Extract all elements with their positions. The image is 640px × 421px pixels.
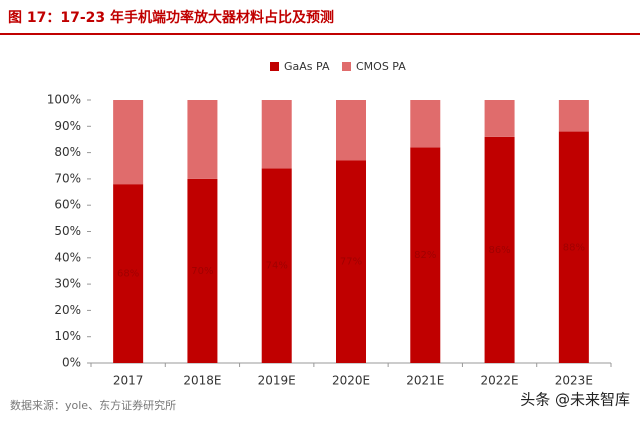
y-tick-label: 70% (54, 171, 81, 185)
bar-segment (113, 184, 144, 363)
bar-segment (484, 136, 515, 363)
data-label: 82% (414, 250, 436, 261)
source-note: 数据来源：yole、东方证券研究所 (10, 398, 176, 412)
y-tick-label: 20% (54, 303, 81, 317)
y-tick-label: 10% (54, 329, 81, 343)
data-label: 74% (266, 261, 288, 272)
y-tick-label: 100% (47, 93, 81, 107)
watermark: 头条 @未来智库 (520, 391, 630, 409)
bar-segment (410, 147, 441, 363)
y-tick-label: 0% (62, 356, 81, 370)
y-tick-label: 80% (54, 145, 81, 159)
y-tick-label: 30% (54, 277, 81, 291)
bar-segment (558, 131, 589, 363)
bar-segment (558, 100, 589, 132)
x-tick-label: 2022E (481, 374, 519, 388)
bar-segment (336, 100, 366, 161)
x-tick-label: 2023E (555, 374, 593, 388)
bar-segment (261, 100, 292, 169)
x-tick-label: 2020E (332, 374, 370, 388)
bar-segment (410, 100, 441, 148)
chart-title: 图 17：17-23 年手机端功率放大器材料占比及预测 (8, 9, 334, 26)
data-label: 86% (488, 245, 510, 256)
legend-swatch (342, 62, 351, 71)
bar-segment (261, 168, 292, 363)
data-label: 70% (191, 266, 213, 277)
legend-label: CMOS PA (356, 60, 406, 73)
x-tick-label: 2021E (406, 374, 444, 388)
bar-segment (484, 100, 515, 137)
data-label: 77% (340, 257, 362, 268)
x-tick-label: 2019E (258, 374, 296, 388)
y-tick-label: 60% (54, 198, 81, 212)
x-tick-label: 2018E (183, 374, 221, 388)
y-tick-label: 40% (54, 250, 81, 264)
data-label: 88% (563, 242, 585, 253)
legend-swatch (270, 62, 279, 71)
legend-label: GaAs PA (284, 60, 330, 73)
x-tick-label: 2017 (113, 374, 144, 388)
data-label: 68% (117, 269, 139, 280)
y-tick-label: 90% (54, 119, 81, 133)
y-tick-label: 50% (54, 224, 81, 238)
bar-segment (187, 100, 218, 179)
bar-segment (113, 100, 144, 185)
bar-segment (187, 178, 218, 363)
bar-segment (336, 160, 366, 363)
